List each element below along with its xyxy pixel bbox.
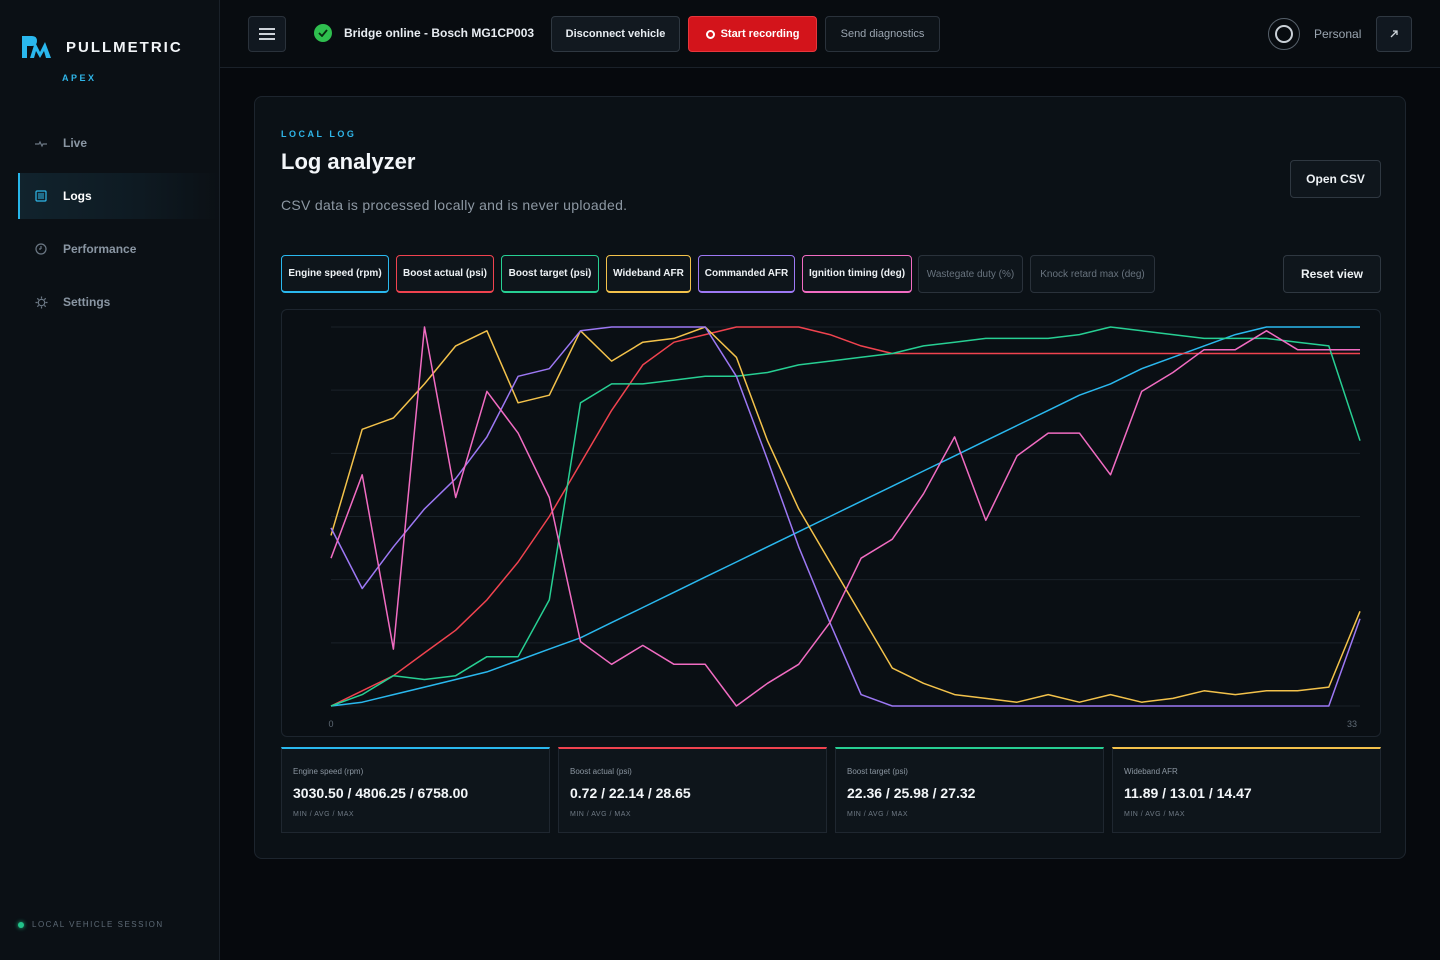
status-text: Bridge online - Bosch MG1CP003 [344, 26, 535, 40]
start-recording-label: Start recording [720, 28, 800, 40]
disconnect-vehicle-button[interactable]: Disconnect vehicle [551, 16, 680, 52]
sidebar: PULLMETRIC APEX Live Logs Performance [0, 0, 220, 960]
arrow-up-right-icon [1390, 30, 1398, 38]
menu-button[interactable] [248, 16, 286, 52]
sidebar-item-logs[interactable]: Logs [18, 173, 220, 219]
stat-sub: MIN / AVG / MAX [570, 811, 632, 818]
session-label: LOCAL VEHICLE SESSION [32, 920, 164, 929]
x-tick-label-max: 33 [1347, 719, 1357, 729]
series-line-3 [330, 326, 1361, 703]
connection-status: Bridge online - Bosch MG1CP003 [314, 24, 534, 42]
sidebar-item-label: Logs [63, 189, 92, 203]
sidebar-item-performance[interactable]: Performance [18, 226, 220, 272]
channel-chip-wastegate-duty[interactable]: Wastegate duty (%) [918, 255, 1023, 293]
stat-sub: MIN / AVG / MAX [847, 811, 909, 818]
stat-value: 22.36 / 25.98 / 27.32 [847, 785, 976, 801]
sidebar-item-live[interactable]: Live [18, 120, 220, 166]
reset-view-button[interactable]: Reset view [1283, 255, 1381, 293]
stat-label: Boost actual (psi) [570, 767, 632, 776]
brand-sub: APEX [62, 73, 97, 83]
channel-chip-boost-target[interactable]: Boost target (psi) [501, 255, 599, 293]
channel-chip-wideband-afr[interactable]: Wideband AFR [606, 255, 691, 293]
sidebar-item-label: Live [63, 136, 88, 150]
stat-value: 0.72 / 22.14 / 28.65 [570, 785, 691, 801]
log-chart-svg[interactable]: 0 33 [282, 310, 1382, 738]
series-line-0 [330, 326, 1360, 707]
profile-label[interactable]: Personal [1314, 27, 1362, 41]
page-title: Log analyzer [281, 149, 416, 174]
stat-label: Boost target (psi) [847, 767, 908, 776]
gear-icon [34, 295, 48, 309]
brand[interactable]: PULLMETRIC [20, 32, 183, 62]
session-status-dot-icon [18, 921, 24, 928]
series-line-4 [330, 326, 1361, 707]
session-indicator: LOCAL VEHICLE SESSION [18, 920, 164, 929]
stat-label: Wideband AFR [1124, 767, 1178, 776]
sidebar-item-label: Performance [63, 242, 137, 256]
sidebar-item-settings[interactable]: Settings [18, 279, 220, 325]
x-tick-label-min: 0 [328, 719, 333, 729]
pulse-icon [34, 136, 48, 150]
gauge-icon [34, 242, 48, 256]
send-diagnostics-button[interactable]: Send diagnostics [825, 16, 940, 52]
series-line-5 [330, 326, 1360, 707]
stat-sub: MIN / AVG / MAX [1124, 811, 1186, 818]
stat-label: Engine speed (rpm) [293, 767, 364, 776]
sidebar-nav: Live Logs Performance Settings [18, 120, 220, 332]
profile-ring-icon [1275, 25, 1293, 43]
page-eyebrow: LOCAL LOG [281, 129, 357, 139]
series-line-1 [330, 326, 1360, 707]
channel-chip-ignition-timing[interactable]: Ignition timing (deg) [802, 255, 912, 293]
brand-name: PULLMETRIC [66, 38, 183, 56]
topbar: Bridge online - Bosch MG1CP003 Disconnec… [220, 0, 1440, 68]
stat-card-engine-speed: Engine speed (rpm) 3030.50 / 4806.25 / 6… [281, 747, 550, 833]
channel-chip-commanded-afr[interactable]: Commanded AFR [698, 255, 795, 293]
record-icon [705, 29, 715, 39]
channel-stats: Engine speed (rpm) 3030.50 / 4806.25 / 6… [281, 747, 1381, 833]
pullmetric-logo-icon [22, 36, 51, 58]
log-chart[interactable]: 0 33 [281, 309, 1381, 737]
list-icon [34, 189, 48, 203]
check-icon [314, 24, 332, 42]
profile-avatar[interactable] [1268, 18, 1300, 50]
stat-value: 11.89 / 13.01 / 14.47 [1124, 785, 1252, 801]
stat-sub: MIN / AVG / MAX [293, 811, 355, 818]
hamburger-icon [259, 28, 275, 40]
sidebar-item-label: Settings [63, 295, 111, 309]
channel-chip-engine-speed[interactable]: Engine speed (rpm) [281, 255, 389, 293]
series-line-2 [330, 326, 1361, 707]
stat-card-wideband-afr: Wideband AFR 11.89 / 13.01 / 14.47 MIN /… [1112, 747, 1381, 833]
expand-button[interactable] [1376, 16, 1412, 52]
log-analyzer-card: LOCAL LOG Log analyzer CSV data is proce… [254, 96, 1406, 859]
page-subtitle: CSV data is processed locally and is nev… [281, 197, 628, 213]
channel-chip-knock-retard[interactable]: Knock retard max (deg) [1030, 255, 1155, 293]
start-recording-button[interactable]: Start recording [688, 16, 817, 52]
channel-chip-boost-actual[interactable]: Boost actual (psi) [396, 255, 494, 293]
stat-card-boost-actual: Boost actual (psi) 0.72 / 22.14 / 28.65 … [558, 747, 827, 833]
stat-card-boost-target: Boost target (psi) 22.36 / 25.98 / 27.32… [835, 747, 1104, 833]
stat-value: 3030.50 / 4806.25 / 6758.00 [293, 785, 469, 801]
open-csv-button[interactable]: Open CSV [1290, 160, 1381, 198]
